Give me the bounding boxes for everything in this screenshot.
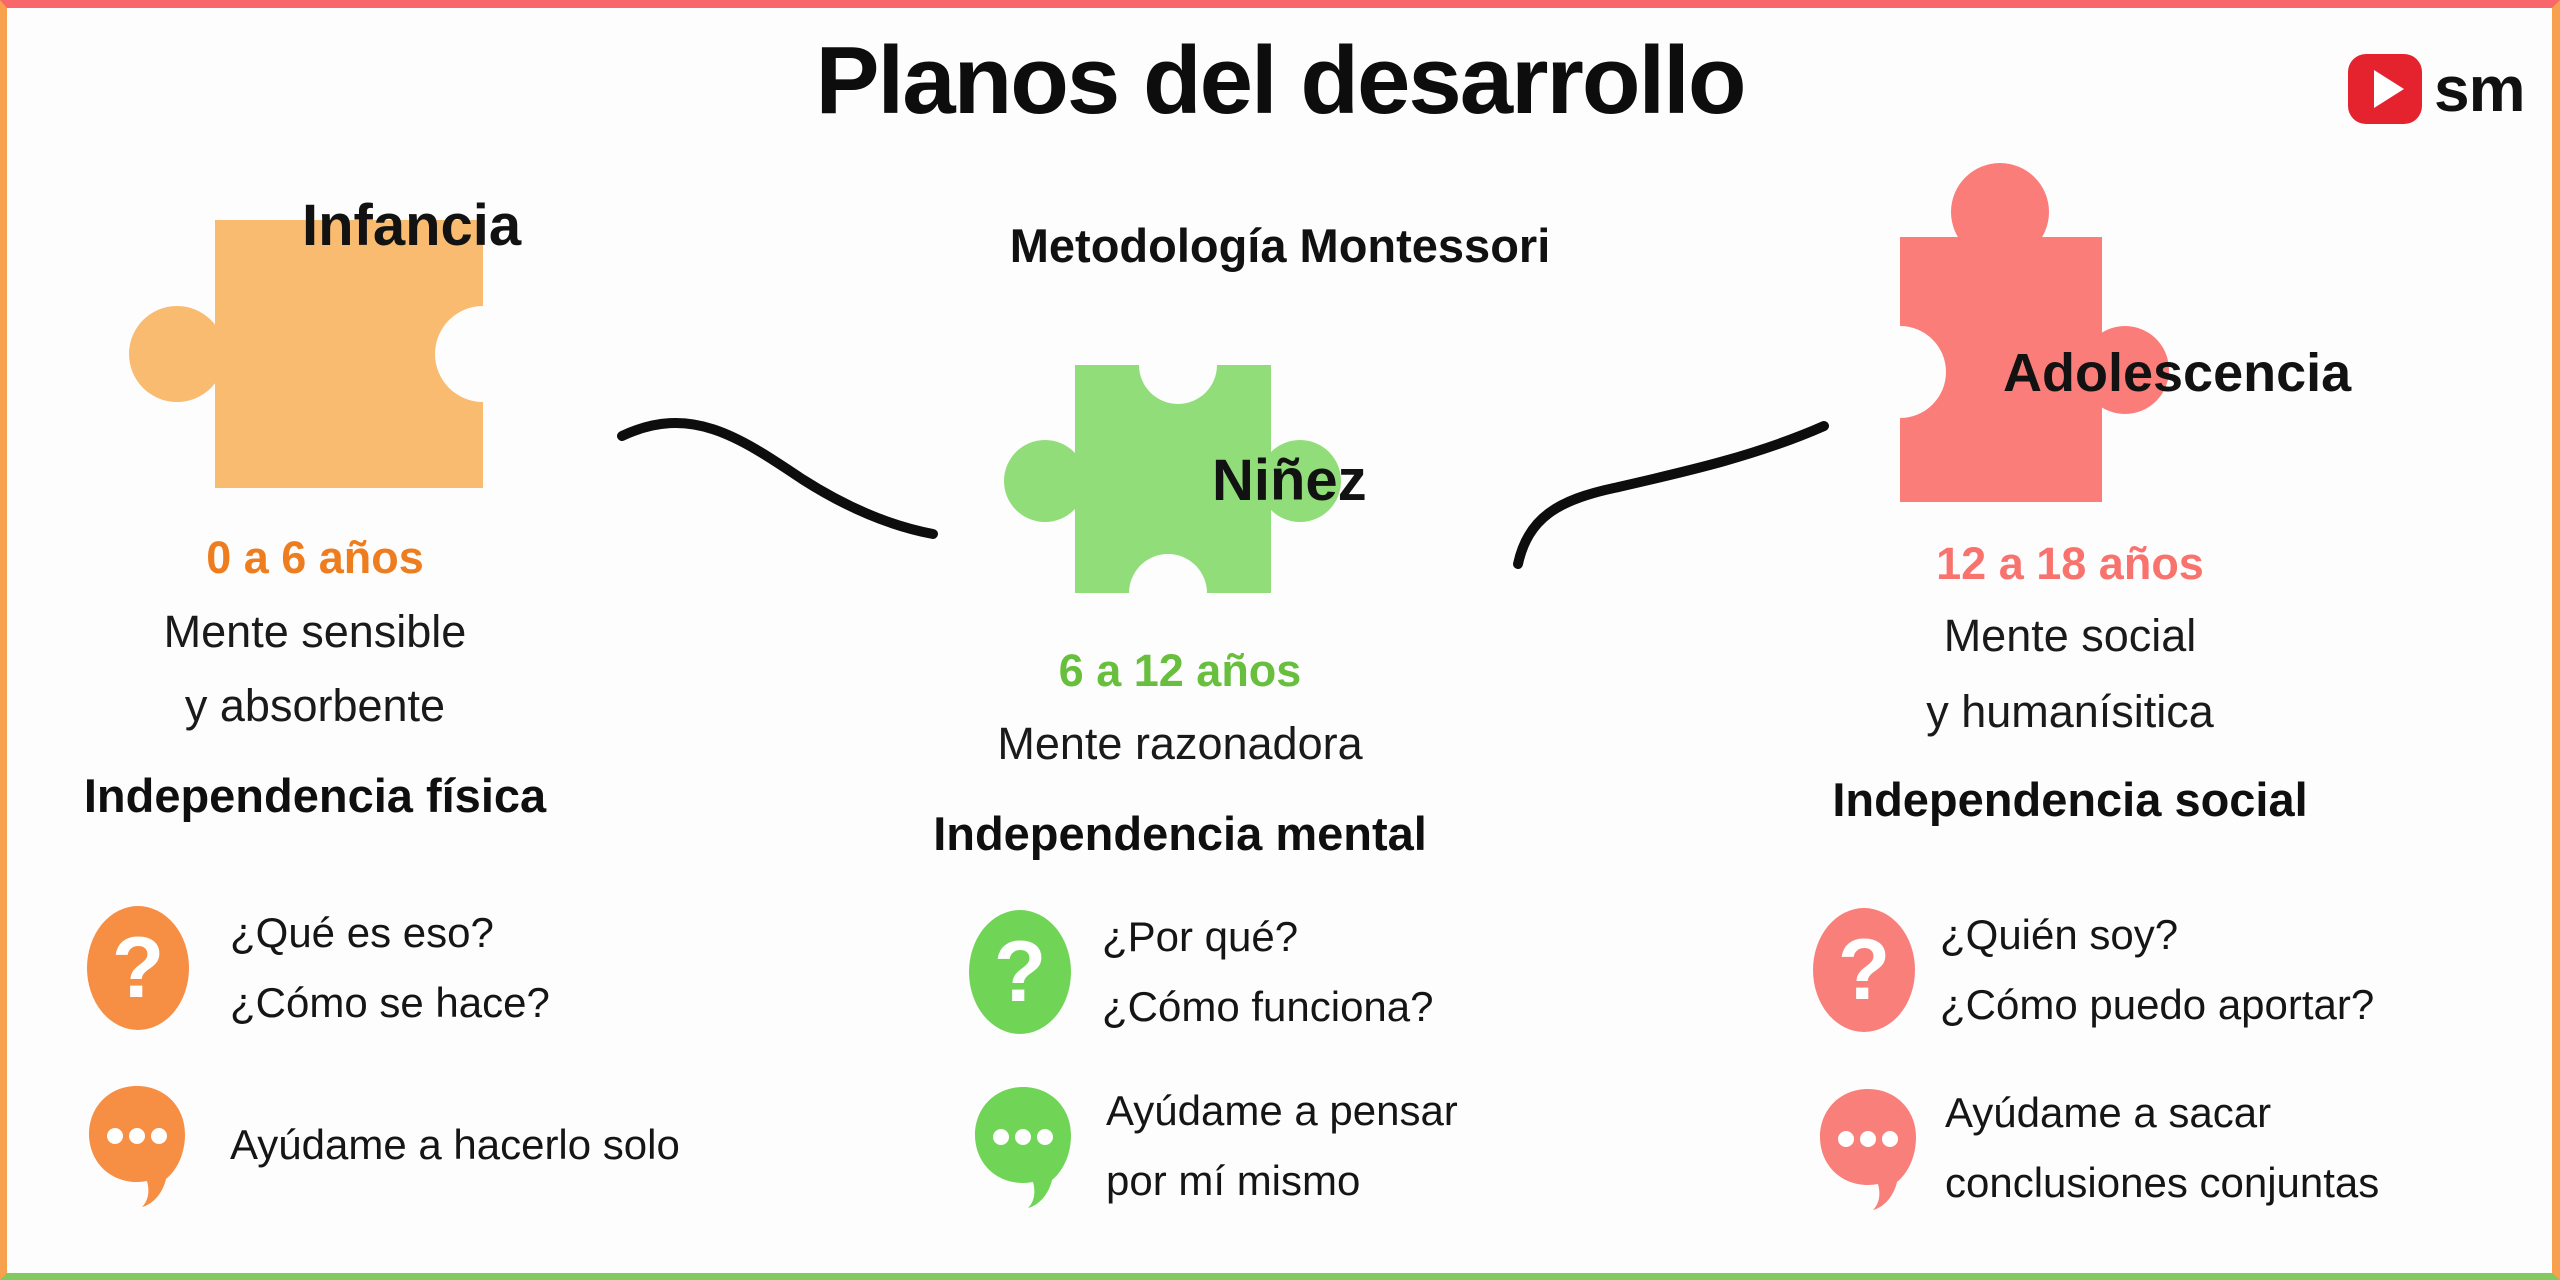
mind-description-line: y humanísitica: [1926, 686, 2214, 737]
age-range: 12 a 18 años: [1936, 538, 2204, 589]
question-text: ¿Por qué? ¿Cómo funciona?: [1102, 902, 1434, 1042]
speech-bubble-icon: [89, 1086, 185, 1207]
stage-label-infancia: Infancia: [302, 193, 522, 258]
sm-logo: sm: [2348, 54, 2525, 124]
stage-infancia-texts: 0 a 6 años Mente sensible y absorbente I…: [55, 520, 575, 860]
logo-text: sm: [2434, 53, 2525, 125]
request-line: conclusiones conjuntas: [1945, 1159, 2380, 1206]
svg-text:?: ?: [112, 920, 165, 1016]
request-text: Ayúdame a sacar conclusiones conjuntas: [1945, 1078, 2379, 1218]
request-row-infancia: Ayúdame a hacerlo solo: [84, 1080, 680, 1210]
puzzle-icon: [1880, 163, 2169, 502]
question-row-infancia: ? ¿Qué es eso? ¿Cómo se hace?: [86, 898, 550, 1038]
connector-curve-right: [1513, 421, 1829, 569]
question-line: ¿Qué es eso?: [230, 909, 494, 956]
question-line: ¿Cómo se hace?: [230, 979, 550, 1026]
connector-curve-left: [617, 418, 938, 539]
independence-heading: Independencia mental: [933, 807, 1427, 860]
svg-text:?: ?: [1838, 922, 1891, 1018]
page-subtitle: Metodología Montessori: [1009, 219, 1551, 272]
question-icon: ?: [87, 906, 189, 1030]
request-row-adolescencia: Ayúdame a sacar conclusiones conjuntas: [1815, 1078, 2379, 1218]
speech-bubble-icon: [975, 1087, 1071, 1208]
puzzle-piece-adolescencia: Adolescencia: [1880, 152, 2351, 517]
puzzle-piece-ninez: Niñez: [990, 335, 1367, 625]
puzzle-piece-infancia: Infancia: [75, 172, 555, 502]
question-line: ¿Por qué?: [1102, 913, 1299, 960]
stage-adolescencia-texts: 12 a 18 años Mente social y humanísitica…: [1810, 520, 2330, 860]
play-triangle-icon: [2374, 70, 2404, 108]
svg-text:?: ?: [994, 924, 1047, 1020]
logo-play-icon: [2348, 54, 2422, 124]
question-text: ¿Quién soy? ¿Cómo puedo aportar?: [1940, 900, 2374, 1040]
question-line: ¿Quién soy?: [1940, 911, 2179, 958]
question-row-adolescencia: ? ¿Quién soy? ¿Cómo puedo aportar?: [1812, 900, 2374, 1040]
request-line: Ayúdame a pensar: [1106, 1087, 1458, 1134]
question-line: ¿Cómo funciona?: [1102, 983, 1434, 1030]
mind-description-line: Mente sensible: [163, 606, 467, 657]
question-icon: ?: [1813, 908, 1915, 1032]
request-row-ninez: Ayúdame a pensar por mí mismo: [970, 1076, 1458, 1216]
puzzle-icon: [129, 220, 531, 488]
age-range: 0 a 6 años: [206, 532, 424, 583]
request-line: por mí mismo: [1106, 1157, 1361, 1204]
request-text: Ayúdame a hacerlo solo: [230, 1110, 680, 1180]
speech-bubble-icon: [1820, 1089, 1916, 1210]
page-title: Planos del desarrollo: [815, 27, 1747, 134]
independence-heading: Independencia física: [83, 769, 547, 822]
question-text: ¿Qué es eso? ¿Cómo se hace?: [230, 898, 550, 1038]
question-line: ¿Cómo puedo aportar?: [1940, 981, 2375, 1028]
mind-description-line: Mente social: [1943, 610, 2197, 661]
question-row-ninez: ? ¿Por qué? ¿Cómo funciona?: [968, 902, 1434, 1042]
age-range: 6 a 12 años: [1058, 645, 1302, 696]
stage-ninez-texts: 6 a 12 años Mente razonadora Independenc…: [920, 520, 1440, 860]
request-line: Ayúdame a hacerlo solo: [230, 1121, 680, 1168]
stage-label-ninez: Niñez: [1212, 448, 1367, 513]
mind-description-line: y absorbente: [184, 680, 446, 731]
independence-heading: Independencia social: [1832, 773, 2308, 826]
stage-label-adolescencia: Adolescencia: [2003, 343, 2352, 403]
question-icon: ?: [969, 910, 1071, 1034]
request-line: Ayúdame a sacar: [1945, 1089, 2272, 1136]
puzzle-icon: [1004, 335, 1341, 625]
mind-description-line: Mente razonadora: [997, 718, 1363, 769]
request-text: Ayúdame a pensar por mí mismo: [1106, 1076, 1458, 1216]
